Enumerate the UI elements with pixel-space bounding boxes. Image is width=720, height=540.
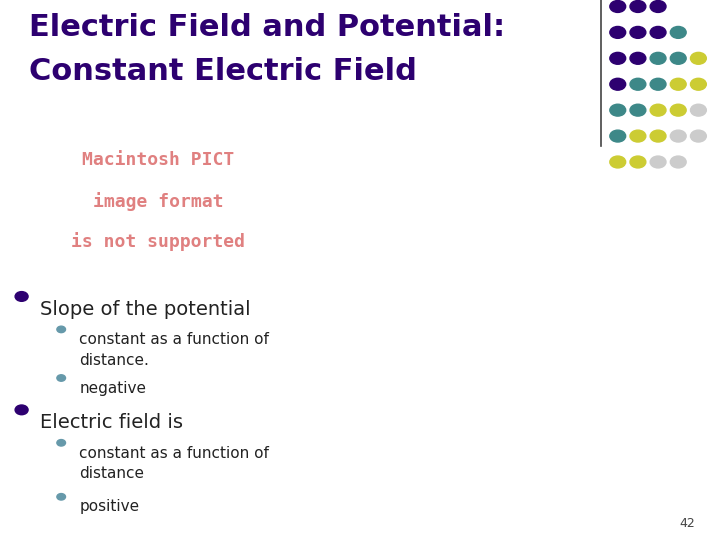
Circle shape: [630, 104, 646, 116]
Circle shape: [690, 78, 706, 90]
Circle shape: [57, 440, 66, 446]
Circle shape: [690, 104, 706, 116]
Text: negative: negative: [79, 381, 146, 396]
Circle shape: [690, 52, 706, 64]
Text: constant as a function of
distance: constant as a function of distance: [79, 446, 269, 482]
Circle shape: [630, 1, 646, 12]
Circle shape: [630, 130, 646, 142]
Circle shape: [670, 52, 686, 64]
Text: Constant Electric Field: Constant Electric Field: [29, 57, 417, 86]
Circle shape: [630, 52, 646, 64]
Circle shape: [610, 130, 626, 142]
Circle shape: [650, 104, 666, 116]
Circle shape: [670, 156, 686, 168]
Text: Electric field is: Electric field is: [40, 413, 183, 432]
Circle shape: [630, 26, 646, 38]
Circle shape: [650, 78, 666, 90]
Circle shape: [15, 405, 28, 415]
Circle shape: [610, 104, 626, 116]
Circle shape: [15, 292, 28, 301]
Circle shape: [610, 52, 626, 64]
Circle shape: [610, 78, 626, 90]
Circle shape: [650, 26, 666, 38]
Circle shape: [630, 156, 646, 168]
Text: 42: 42: [679, 517, 695, 530]
Text: Slope of the potential: Slope of the potential: [40, 300, 251, 319]
Text: Electric Field and Potential:: Electric Field and Potential:: [29, 14, 505, 43]
Circle shape: [57, 326, 66, 333]
Circle shape: [670, 130, 686, 142]
Circle shape: [670, 104, 686, 116]
Circle shape: [670, 78, 686, 90]
Text: constant as a function of
distance.: constant as a function of distance.: [79, 332, 269, 368]
Circle shape: [650, 156, 666, 168]
Circle shape: [670, 26, 686, 38]
Text: Macintosh PICT: Macintosh PICT: [82, 151, 235, 169]
Circle shape: [610, 1, 626, 12]
Circle shape: [690, 130, 706, 142]
Text: is not supported: is not supported: [71, 232, 246, 251]
Circle shape: [630, 78, 646, 90]
Circle shape: [57, 494, 66, 500]
Circle shape: [57, 375, 66, 381]
Text: positive: positive: [79, 500, 140, 515]
Circle shape: [610, 156, 626, 168]
Text: image format: image format: [93, 192, 224, 211]
Circle shape: [650, 52, 666, 64]
Circle shape: [650, 1, 666, 12]
Circle shape: [650, 130, 666, 142]
Circle shape: [610, 26, 626, 38]
